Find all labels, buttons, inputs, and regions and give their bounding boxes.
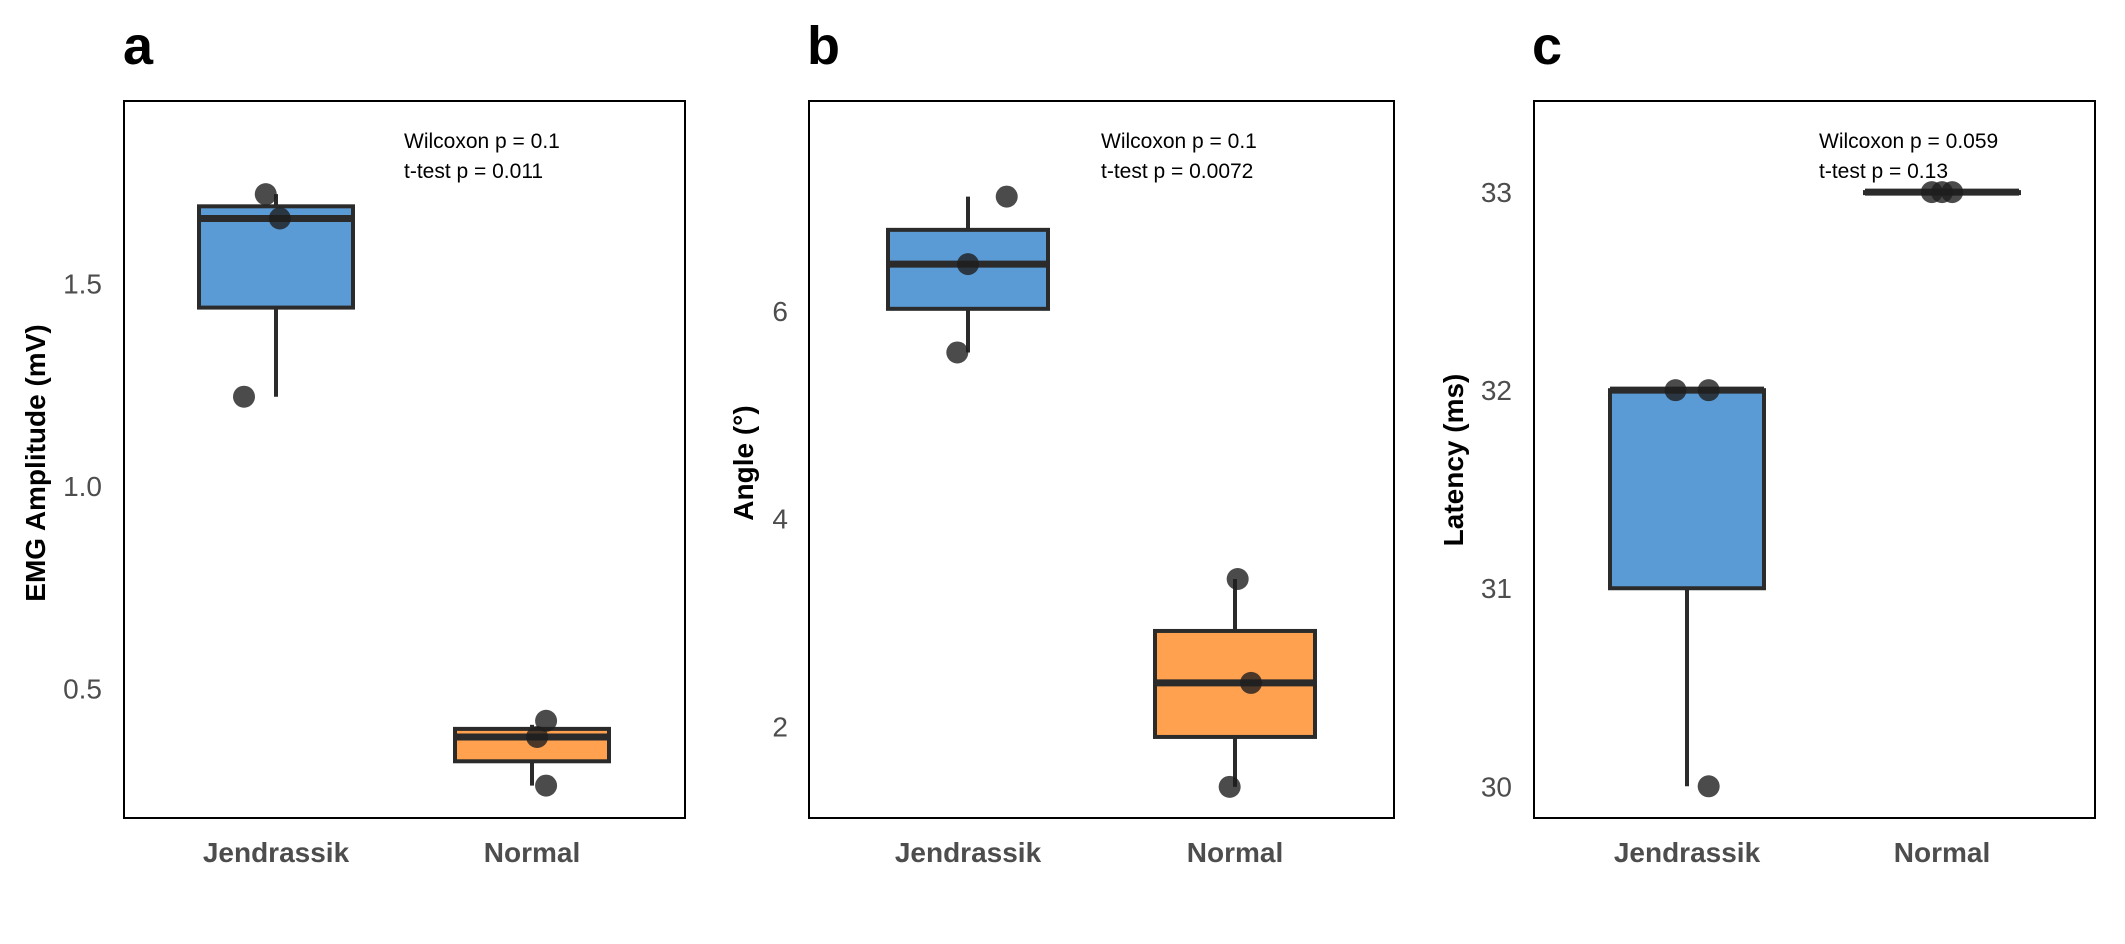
y-tick-label-c-2: 32 <box>1481 375 1512 406</box>
data-point-b-jendrassik-1 <box>957 253 979 276</box>
panel-a: a EMG Amplitude (mV) Wilcoxon p = 0.1 t-… <box>20 16 686 868</box>
y-axis-title-c: Latency (ms) <box>1438 374 1469 547</box>
data-point-c-jendrassik-1 <box>1664 379 1687 402</box>
y-tick-label-a-1: 1.0 <box>63 471 102 502</box>
plot-frame-a <box>123 100 686 819</box>
x-category-label-b-normal: Normal <box>1187 837 1283 868</box>
data-point-b-jendrassik-2 <box>995 185 1018 208</box>
annotation-wilcoxon-b: Wilcoxon p = 0.1 <box>1101 130 1257 153</box>
y-tick-label-c-3: 33 <box>1481 177 1512 208</box>
data-point-a-jendrassik-2 <box>268 207 291 230</box>
annotation-ttest-a: t-test p = 0.011 <box>404 160 543 183</box>
data-point-b-normal-1 <box>1240 671 1263 694</box>
annotation-wilcoxon-c: Wilcoxon p = 0.059 <box>1819 130 1998 153</box>
box-c-jendrassik <box>1608 388 1766 591</box>
panel-letter-a: a <box>123 16 154 76</box>
data-point-b-normal-0 <box>1218 775 1241 798</box>
data-point-a-normal-2 <box>535 709 558 732</box>
plot-marks-a <box>197 183 611 797</box>
data-point-b-normal-2 <box>1226 568 1249 590</box>
y-tick-label-b-0: 2 <box>772 712 788 743</box>
panel-b: b Angle (°) Wilcoxon p = 0.1 t-test p = … <box>728 16 1395 868</box>
data-point-a-normal-1 <box>526 725 549 748</box>
x-category-label-c-normal: Normal <box>1894 837 1990 868</box>
x-category-label-a-normal: Normal <box>484 837 580 868</box>
y-tick-label-a-0: 0.5 <box>63 673 102 704</box>
y-axis-title-a: EMG Amplitude (mV) <box>20 324 51 601</box>
x-category-label-b-jendrassik: Jendrassik <box>895 837 1042 868</box>
data-point-a-jendrassik-0 <box>233 385 255 408</box>
x-category-label-c-jendrassik: Jendrassik <box>1614 837 1761 868</box>
y-tick-label-a-2: 1.5 <box>63 268 102 299</box>
panel-letter-c: c <box>1532 16 1562 76</box>
annotation-ttest-c: t-test p = 0.13 <box>1819 160 1948 183</box>
panel-letter-b: b <box>807 16 840 76</box>
x-category-label-a-jendrassik: Jendrassik <box>203 837 350 868</box>
data-point-c-jendrassik-0 <box>1697 775 1720 798</box>
data-point-c-jendrassik-2 <box>1697 379 1720 402</box>
y-tick-label-c-1: 31 <box>1481 573 1512 604</box>
y-axis-title-b: Angle (°) <box>728 405 759 520</box>
plot-marks-b <box>886 185 1317 798</box>
plot-marks-c <box>1608 181 2021 798</box>
plot-frame-c <box>1533 100 2096 819</box>
data-point-c-normal-2 <box>1941 181 1964 204</box>
y-tick-label-c-0: 30 <box>1481 771 1512 802</box>
plot-frame-b <box>808 100 1395 819</box>
data-point-a-jendrassik-1 <box>254 183 277 206</box>
y-tick-label-b-2: 6 <box>772 296 788 327</box>
panel-c: c Latency (ms) Wilcoxon p = 0.059 t-test… <box>1438 16 2096 868</box>
annotation-wilcoxon-a: Wilcoxon p = 0.1 <box>404 130 560 153</box>
data-point-b-jendrassik-0 <box>946 341 969 364</box>
data-point-a-normal-0 <box>535 774 558 797</box>
annotation-ttest-b: t-test p = 0.0072 <box>1101 160 1253 183</box>
y-tick-label-b-1: 4 <box>772 504 788 535</box>
